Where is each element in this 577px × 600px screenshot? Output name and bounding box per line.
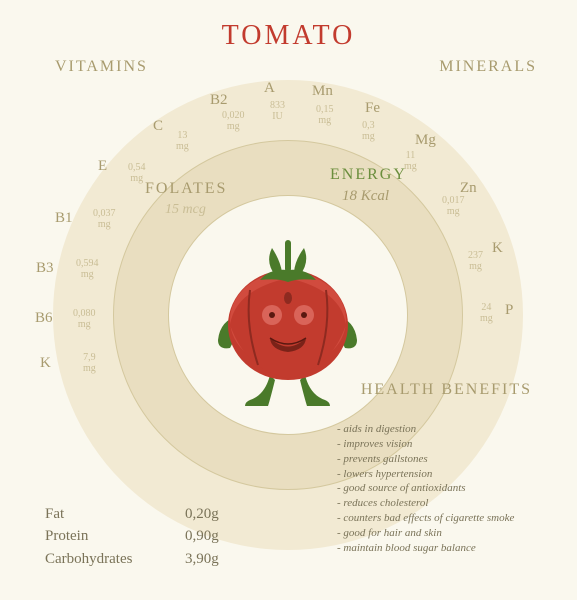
benefit-item: improves vision bbox=[337, 437, 537, 452]
vitamins-heading: VITAMINS bbox=[55, 58, 148, 76]
benefit-item: good for hair and skin bbox=[337, 526, 537, 541]
health-benefits-list: aids in digestionimproves visionprevents… bbox=[337, 422, 537, 556]
macro-name: Protein bbox=[45, 525, 155, 548]
nutrient-value: 833 IU bbox=[270, 100, 285, 122]
nutrient-label: Fe bbox=[365, 100, 380, 117]
folates-label: FOLATES bbox=[145, 180, 227, 198]
energy-value: 18 Kcal bbox=[342, 188, 389, 205]
nutrient-label: P bbox=[505, 302, 513, 319]
nutrient-value: 0,020 mg bbox=[222, 110, 245, 132]
tomato-character-icon bbox=[210, 220, 365, 410]
macro-row: Fat 0,20g bbox=[45, 503, 219, 526]
nutrient-label: A bbox=[264, 80, 275, 97]
benefit-item: aids in digestion bbox=[337, 422, 537, 437]
nutrient-label: K bbox=[40, 355, 51, 372]
nutrient-label: Mg bbox=[415, 132, 436, 149]
energy-label: ENERGY bbox=[330, 166, 407, 184]
nutrient-label: Mn bbox=[312, 83, 333, 100]
minerals-heading: MINERALS bbox=[439, 58, 537, 76]
nutrient-label: E bbox=[98, 158, 107, 175]
benefit-item: counters bad effects of cigarette smoke bbox=[337, 511, 537, 526]
benefit-item: good source of antioxidants bbox=[337, 481, 537, 496]
benefit-item: reduces cholesterol bbox=[337, 496, 537, 511]
nutrient-value: 0,037 mg bbox=[93, 208, 116, 230]
nutrient-value: 0,017 mg bbox=[442, 195, 465, 217]
macro-name: Carbohydrates bbox=[45, 548, 155, 571]
macros-table: Fat 0,20g Protein 0,90g Carbohydrates 3,90g bbox=[45, 503, 219, 571]
nutrient-value: 7,9 mg bbox=[83, 352, 96, 374]
nutrient-value: 13 mg bbox=[176, 130, 189, 152]
nutrient-label: B6 bbox=[35, 310, 53, 327]
nutrient-label: B1 bbox=[55, 210, 73, 227]
folates-value: 15 mcg bbox=[165, 202, 206, 218]
nutrient-label: K bbox=[492, 240, 503, 257]
benefit-item: maintain blood sugar balance bbox=[337, 541, 537, 556]
nutrient-value: 0,3 mg bbox=[362, 120, 375, 142]
page-title: TOMATO bbox=[0, 20, 577, 52]
nutrient-label: B2 bbox=[210, 92, 228, 109]
macro-value: 0,20g bbox=[185, 503, 219, 526]
nutrient-value: 24 mg bbox=[480, 302, 493, 324]
macro-value: 0,90g bbox=[185, 525, 219, 548]
benefit-item: lowers hypertension bbox=[337, 467, 537, 482]
benefit-item: prevents gallstones bbox=[337, 452, 537, 467]
nutrient-value: 0,15 mg bbox=[316, 104, 334, 126]
nutrient-value: 0,54 mg bbox=[128, 162, 146, 184]
nutrient-label: C bbox=[153, 118, 163, 135]
macro-row: Carbohydrates 3,90g bbox=[45, 548, 219, 571]
macro-name: Fat bbox=[45, 503, 155, 526]
nutrient-label: B3 bbox=[36, 260, 54, 277]
health-benefits-heading: HEALTH BENEFITS bbox=[361, 380, 532, 399]
nutrient-value: 0,594 mg bbox=[76, 258, 99, 280]
nutrient-value: 0,080 mg bbox=[73, 308, 96, 330]
macro-row: Protein 0,90g bbox=[45, 525, 219, 548]
macro-value: 3,90g bbox=[185, 548, 219, 571]
nutrient-value: 237 mg bbox=[468, 250, 483, 272]
